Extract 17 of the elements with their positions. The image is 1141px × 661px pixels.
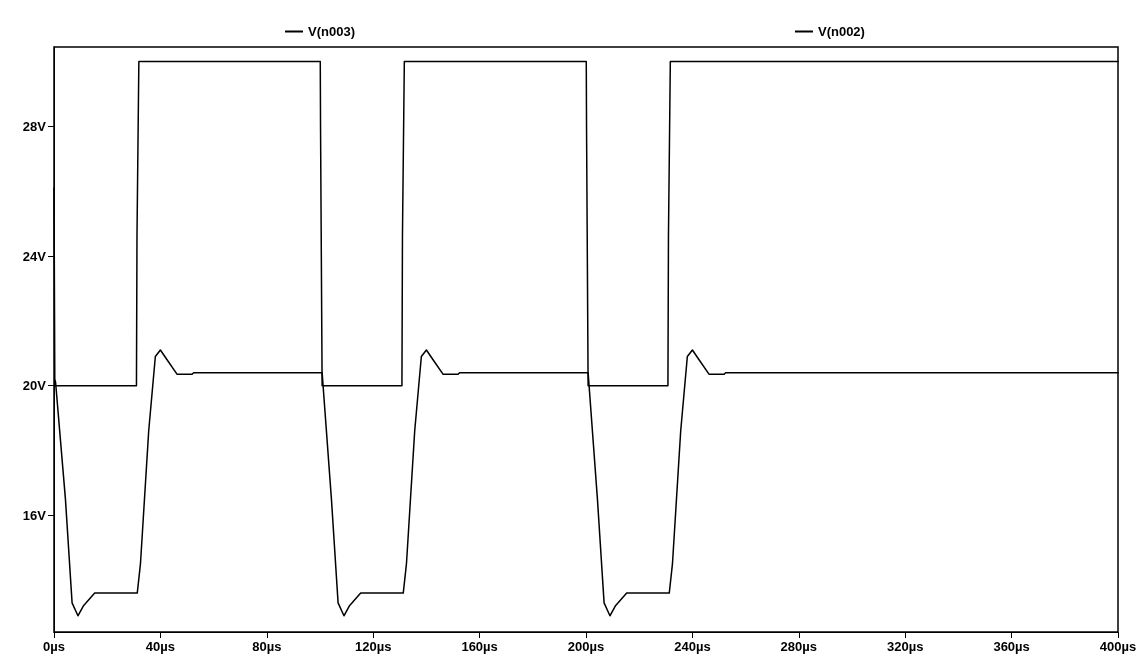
x-tick-label: 400µs	[1099, 639, 1137, 654]
y-tick-label: 28V	[22, 118, 47, 134]
x-tick-label: 40µs	[145, 639, 175, 654]
legend-label: V(n003)	[308, 24, 355, 39]
legend-label: V(n002)	[817, 24, 865, 39]
y-tick-label: 20V	[22, 378, 47, 394]
x-tick-label: 0µs	[43, 639, 65, 654]
x-tick-label: 320µs	[886, 639, 924, 654]
x-tick-label: 80µs	[252, 639, 282, 654]
x-tick-label: 280µs	[780, 639, 818, 654]
x-tick-label: 160µs	[461, 639, 498, 654]
x-tick-label: 240µs	[674, 639, 711, 654]
x-tick-label: 120µs	[354, 639, 392, 654]
x-tick-label: 200µs	[567, 639, 605, 654]
y-tick-label: 16V	[22, 507, 47, 523]
x-tick-label: 360µs	[993, 639, 1030, 654]
y-tick-label: 24V	[22, 248, 47, 264]
